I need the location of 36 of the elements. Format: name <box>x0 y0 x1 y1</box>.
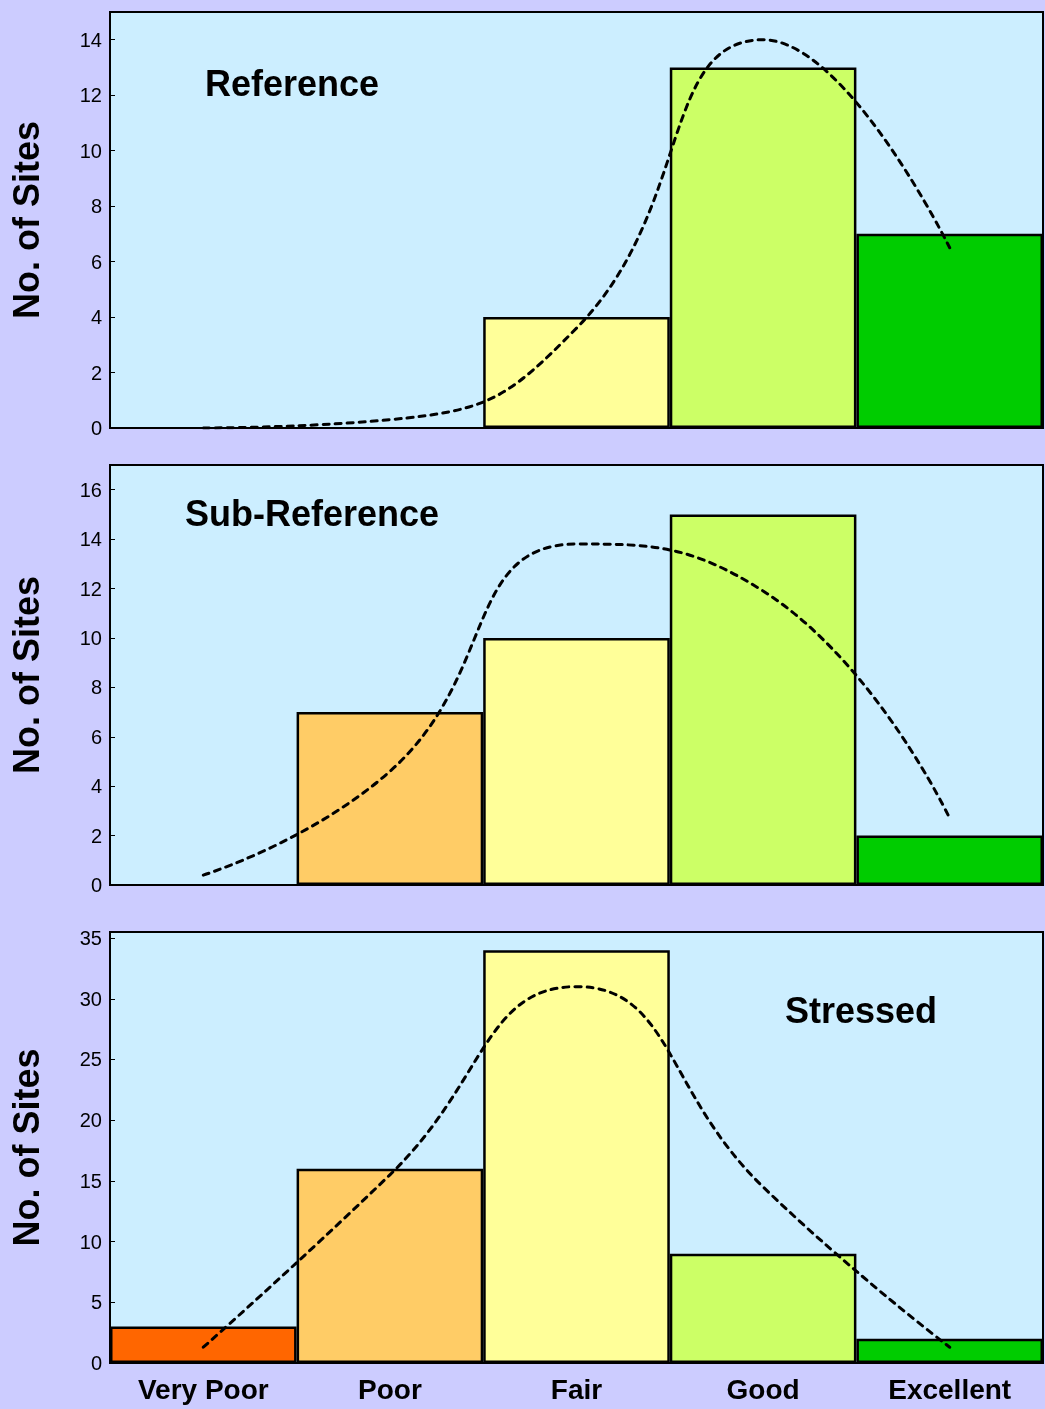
x-tick-label: Very Poor <box>137 1373 269 1405</box>
y-tick-label: 12 <box>79 84 102 107</box>
y-tick-label: 6 <box>90 725 102 748</box>
y-tick-label: 0 <box>90 874 102 896</box>
y-tick-label: 5 <box>90 1291 102 1314</box>
y-tick-label: 8 <box>90 676 102 699</box>
y-tick-label: 12 <box>79 577 102 600</box>
y-tick-label: 4 <box>90 306 102 329</box>
y-tick-label: 30 <box>79 987 102 1010</box>
text: Reference <box>205 62 380 104</box>
y-axis-title: No. of Sites <box>5 575 47 775</box>
y-tick-label: 4 <box>90 775 102 798</box>
y-tick-label: 14 <box>79 528 102 551</box>
text: Stressed <box>785 989 938 1031</box>
y-axis-title: No. of Sites <box>5 1048 47 1247</box>
y-tick-label: 10 <box>79 626 102 649</box>
y-tick-label: 14 <box>79 28 102 51</box>
y-tick-label: 10 <box>79 1230 102 1253</box>
y-tick-label: 15 <box>79 1169 102 1192</box>
y-tick-label: 2 <box>90 361 102 384</box>
y-tick-label: 16 <box>79 478 102 501</box>
y-tick-label: 35 <box>79 927 102 950</box>
y-tick-label: 0 <box>90 1352 102 1374</box>
y-tick-label: 0 <box>90 417 102 439</box>
x-tick-label: Good <box>726 1373 800 1405</box>
y-tick-label: 8 <box>90 195 102 218</box>
x-tick-label: Excellent <box>888 1373 1012 1405</box>
y-axis-title: No. of Sites <box>5 120 47 320</box>
y-tick-label: 2 <box>90 824 102 847</box>
y-tick-label: 25 <box>79 1048 102 1071</box>
y-tick-label: 20 <box>79 1109 102 1132</box>
text: Sub-Reference <box>185 492 440 534</box>
x-tick-label: Fair <box>550 1373 603 1405</box>
y-tick-label: 10 <box>79 139 102 162</box>
y-tick-label: 6 <box>90 250 102 273</box>
x-tick-label: Poor <box>358 1373 422 1405</box>
